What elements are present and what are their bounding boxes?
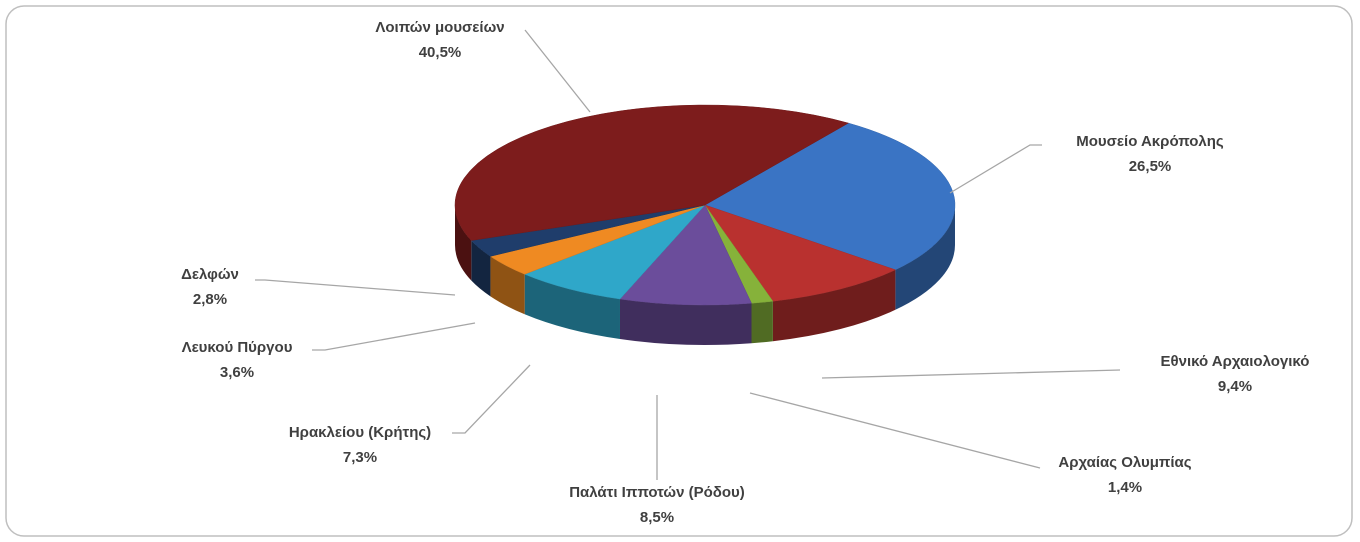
slice-side <box>619 299 752 345</box>
leader-line <box>749 392 1041 469</box>
slice-side <box>490 256 525 315</box>
slice-side <box>751 301 773 344</box>
slice-side <box>524 274 620 340</box>
slice-label: Μουσείο Ακρόπολης <box>1076 133 1224 150</box>
slice-label: Λοιπών μουσείων <box>375 19 504 36</box>
slice-label: Λευκού Πύργου <box>182 339 293 356</box>
value-label: 8,5% <box>640 509 674 526</box>
slice-label: Δελφών <box>181 266 239 283</box>
value-label: 40,5% <box>419 44 462 61</box>
slice <box>454 104 850 241</box>
value-label: 26,5% <box>1129 158 1172 175</box>
leader-line <box>949 144 1042 194</box>
slice-side <box>895 205 955 310</box>
slice <box>619 204 752 306</box>
slice <box>524 204 706 300</box>
leader-line <box>821 369 1121 379</box>
slice-side <box>471 240 491 297</box>
slice-label: Παλάτι Ιπποτών (Ρόδου) <box>569 484 745 501</box>
slice-label: Ηρακλείου (Κρήτης) <box>289 424 431 441</box>
slice-label: Αρχαίας Ολυμπίας <box>1058 454 1191 471</box>
leader-line <box>452 364 531 434</box>
leader-line <box>524 29 591 113</box>
value-label: 7,3% <box>343 449 377 466</box>
slice <box>704 122 956 271</box>
value-label: 3,6% <box>220 364 254 381</box>
slice-side <box>455 205 472 281</box>
value-label: 2,8% <box>193 291 227 308</box>
leader-line <box>312 322 476 351</box>
value-label: 9,4% <box>1218 378 1252 395</box>
slice <box>704 204 897 302</box>
slice-label: Εθνικό Αρχαιολογικό <box>1161 353 1310 370</box>
leader-line <box>255 279 456 296</box>
value-label: 1,4% <box>1108 479 1142 496</box>
slice-side <box>772 269 896 342</box>
